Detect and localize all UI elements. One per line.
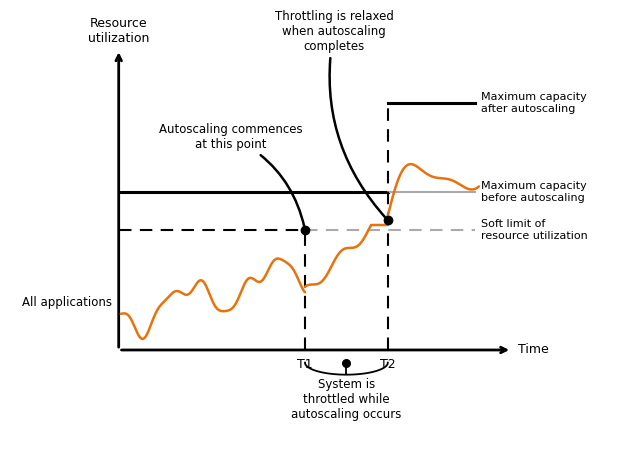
- Text: Time: Time: [518, 343, 549, 357]
- Text: Soft limit of
resource utilization: Soft limit of resource utilization: [481, 219, 588, 241]
- Text: T1: T1: [297, 358, 313, 371]
- Text: Maximum capacity
after autoscaling: Maximum capacity after autoscaling: [481, 92, 587, 114]
- Text: T2: T2: [380, 358, 396, 371]
- Text: Resource
utilization: Resource utilization: [88, 17, 150, 44]
- Text: All applications: All applications: [22, 296, 112, 309]
- Text: System is
throttled while
autoscaling occurs: System is throttled while autoscaling oc…: [291, 378, 401, 421]
- Text: Maximum capacity
before autoscaling: Maximum capacity before autoscaling: [481, 181, 587, 202]
- Text: Autoscaling commences
at this point: Autoscaling commences at this point: [158, 123, 304, 227]
- Text: Throttling is relaxed
when autoscaling
completes: Throttling is relaxed when autoscaling c…: [275, 9, 394, 218]
